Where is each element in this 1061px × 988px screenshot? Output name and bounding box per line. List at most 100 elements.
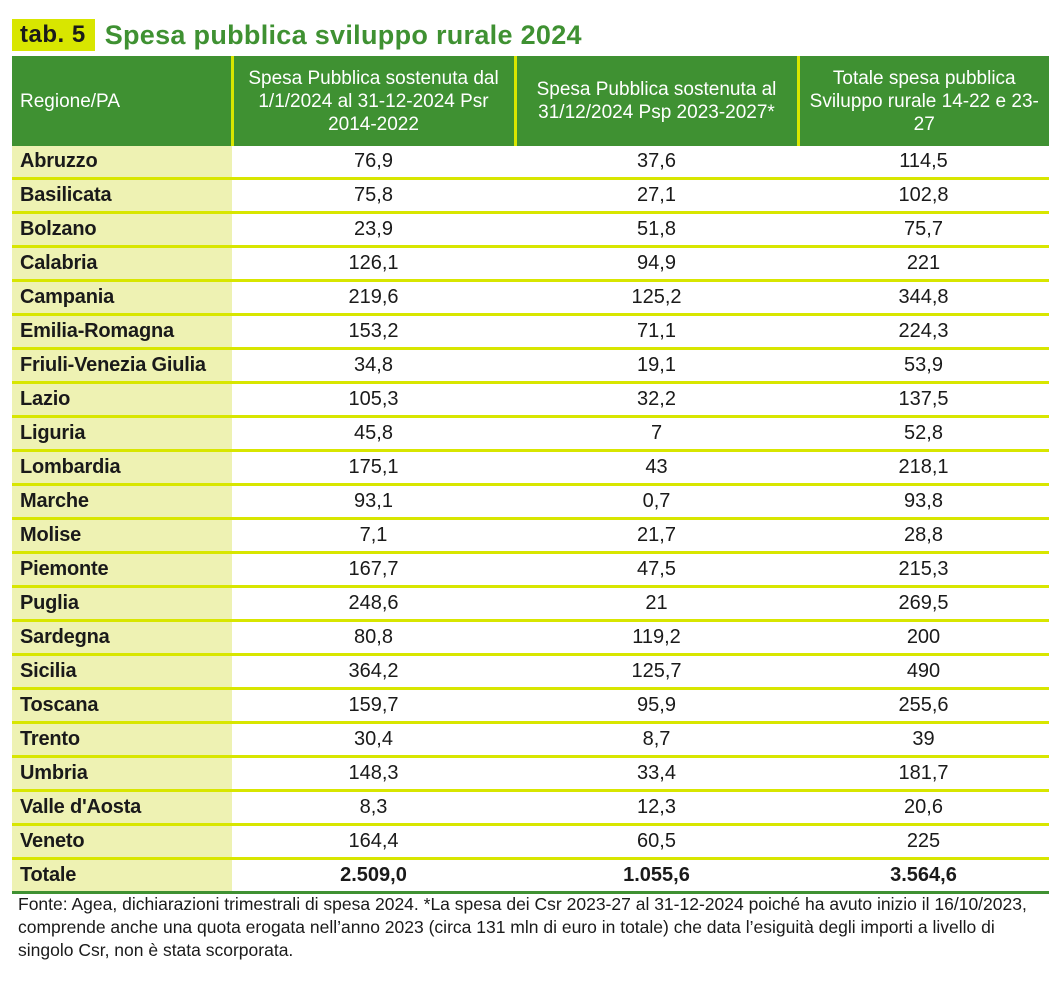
table-row: Bolzano 23,9 51,8 75,7	[12, 212, 1049, 248]
region-cell: Lazio	[12, 382, 232, 418]
psr-2014-2022-cell: 219,6	[232, 280, 515, 316]
table-row: Molise 7,1 21,7 28,8	[12, 518, 1049, 554]
region-cell: Liguria	[12, 416, 232, 452]
psr-2014-2022-cell: 23,9	[232, 212, 515, 248]
table-row: Piemonte 167,7 47,5 215,3	[12, 552, 1049, 588]
psp-2023-2027-cell: 119,2	[515, 620, 798, 656]
table-row: Sicilia 364,2 125,7 490	[12, 654, 1049, 690]
psp-2023-2027-cell: 19,1	[515, 348, 798, 384]
psr-2014-2022-cell: 34,8	[232, 348, 515, 384]
total-spending-cell: 181,7	[798, 756, 1049, 792]
psr-2014-2022-cell: 45,8	[232, 416, 515, 452]
total-spending-cell: 255,6	[798, 688, 1049, 724]
region-cell: Toscana	[12, 688, 232, 724]
column-header-region: Regione/PA	[12, 56, 232, 146]
psr-2014-2022-cell: 8,3	[232, 790, 515, 826]
total-label: Totale	[12, 858, 232, 894]
table-row: Friuli-Venezia Giulia 34,8 19,1 53,9	[12, 348, 1049, 384]
table-row: Basilicata 75,8 27,1 102,8	[12, 178, 1049, 214]
total-spending-cell: 221	[798, 246, 1049, 282]
total-spending-cell: 28,8	[798, 518, 1049, 554]
table-row: Valle d'Aosta 8,3 12,3 20,6	[12, 790, 1049, 826]
psr-2014-2022-cell: 80,8	[232, 620, 515, 656]
header-row: Regione/PA Spesa Pubblica sostenuta dal …	[12, 56, 1049, 146]
region-cell: Campania	[12, 280, 232, 316]
region-cell: Trento	[12, 722, 232, 758]
table-row: Lazio 105,3 32,2 137,5	[12, 382, 1049, 418]
table-row: Emilia-Romagna 153,2 71,1 224,3	[12, 314, 1049, 350]
region-cell: Sicilia	[12, 654, 232, 690]
region-cell: Lombardia	[12, 450, 232, 486]
psr-2014-2022-cell: 153,2	[232, 314, 515, 350]
psp-2023-2027-cell: 8,7	[515, 722, 798, 758]
total-spending-cell: 39	[798, 722, 1049, 758]
total-value: 3.564,6	[798, 858, 1049, 894]
psp-2023-2027-cell: 27,1	[515, 178, 798, 214]
psr-2014-2022-cell: 148,3	[232, 756, 515, 792]
total-spending-cell: 218,1	[798, 450, 1049, 486]
psr-2014-2022-cell: 30,4	[232, 722, 515, 758]
psp-2023-2027-cell: 43	[515, 450, 798, 486]
psp-2023-2027-cell: 51,8	[515, 212, 798, 248]
total-spending-cell: 114,5	[798, 146, 1049, 180]
table-body: Abruzzo 76,9 37,6 114,5 Basilicata 75,8 27,1 10…	[12, 146, 1049, 894]
region-cell: Molise	[12, 518, 232, 554]
psp-2023-2027-cell: 0,7	[515, 484, 798, 520]
table-title: Spesa pubblica sviluppo rurale 2024	[104, 19, 582, 50]
table-row: Lombardia 175,1 43 218,1	[12, 450, 1049, 486]
table-row: Calabria 126,1 94,9 221	[12, 246, 1049, 282]
column-header-total: Totale spesa pubblica Sviluppo rurale 14…	[796, 56, 1049, 146]
region-cell: Sardegna	[12, 620, 232, 656]
table-row: Trento 30,4 8,7 39	[12, 722, 1049, 758]
table-number-label: tab. 5	[12, 19, 95, 51]
total-value: 1.055,6	[515, 858, 798, 894]
spending-table: Regione/PA Spesa Pubblica sostenuta dal …	[12, 56, 1049, 894]
region-cell: Calabria	[12, 246, 232, 282]
region-cell: Friuli-Venezia Giulia	[12, 348, 232, 384]
psp-2023-2027-cell: 125,2	[515, 280, 798, 316]
total-spending-cell: 490	[798, 654, 1049, 690]
psp-2023-2027-cell: 12,3	[515, 790, 798, 826]
psr-2014-2022-cell: 75,8	[232, 178, 515, 214]
psp-2023-2027-cell: 95,9	[515, 688, 798, 724]
table-title-bar: tab. 5 Spesa pubblica sviluppo rurale 20…	[12, 18, 582, 52]
psp-2023-2027-cell: 7	[515, 416, 798, 452]
psp-2023-2027-cell: 125,7	[515, 654, 798, 690]
region-cell: Basilicata	[12, 178, 232, 214]
psr-2014-2022-cell: 105,3	[232, 382, 515, 418]
region-cell: Umbria	[12, 756, 232, 792]
total-spending-cell: 102,8	[798, 178, 1049, 214]
table-row: Umbria 148,3 33,4 181,7	[12, 756, 1049, 792]
psp-2023-2027-cell: 94,9	[515, 246, 798, 282]
psp-2023-2027-cell: 60,5	[515, 824, 798, 860]
total-row: Totale 2.509,0 1.055,6 3.564,6	[12, 858, 1049, 894]
source-footnote: Fonte: Agea, dichiarazioni trimestrali d…	[18, 894, 1027, 960]
psr-2014-2022-cell: 159,7	[232, 688, 515, 724]
region-cell: Puglia	[12, 586, 232, 622]
table-header: Regione/PA Spesa Pubblica sostenuta dal …	[12, 56, 1049, 146]
psp-2023-2027-cell: 71,1	[515, 314, 798, 350]
total-spending-cell: 215,3	[798, 552, 1049, 588]
total-spending-cell: 53,9	[798, 348, 1049, 384]
psp-2023-2027-cell: 32,2	[515, 382, 798, 418]
table-row: Liguria 45,8 7 52,8	[12, 416, 1049, 452]
region-cell: Marche	[12, 484, 232, 520]
psr-2014-2022-cell: 76,9	[232, 146, 515, 180]
total-spending-cell: 93,8	[798, 484, 1049, 520]
region-cell: Piemonte	[12, 552, 232, 588]
psr-2014-2022-cell: 7,1	[232, 518, 515, 554]
table-row: Puglia 248,6 21 269,5	[12, 586, 1049, 622]
total-spending-cell: 75,7	[798, 212, 1049, 248]
table-row: Toscana 159,7 95,9 255,6	[12, 688, 1049, 724]
total-spending-cell: 137,5	[798, 382, 1049, 418]
region-cell: Emilia-Romagna	[12, 314, 232, 350]
psr-2014-2022-cell: 126,1	[232, 246, 515, 282]
psp-2023-2027-cell: 33,4	[515, 756, 798, 792]
table-row: Sardegna 80,8 119,2 200	[12, 620, 1049, 656]
psp-2023-2027-cell: 21	[515, 586, 798, 622]
total-spending-cell: 225	[798, 824, 1049, 860]
total-spending-cell: 224,3	[798, 314, 1049, 350]
psp-2023-2027-cell: 47,5	[515, 552, 798, 588]
total-spending-cell: 20,6	[798, 790, 1049, 826]
region-cell: Veneto	[12, 824, 232, 860]
